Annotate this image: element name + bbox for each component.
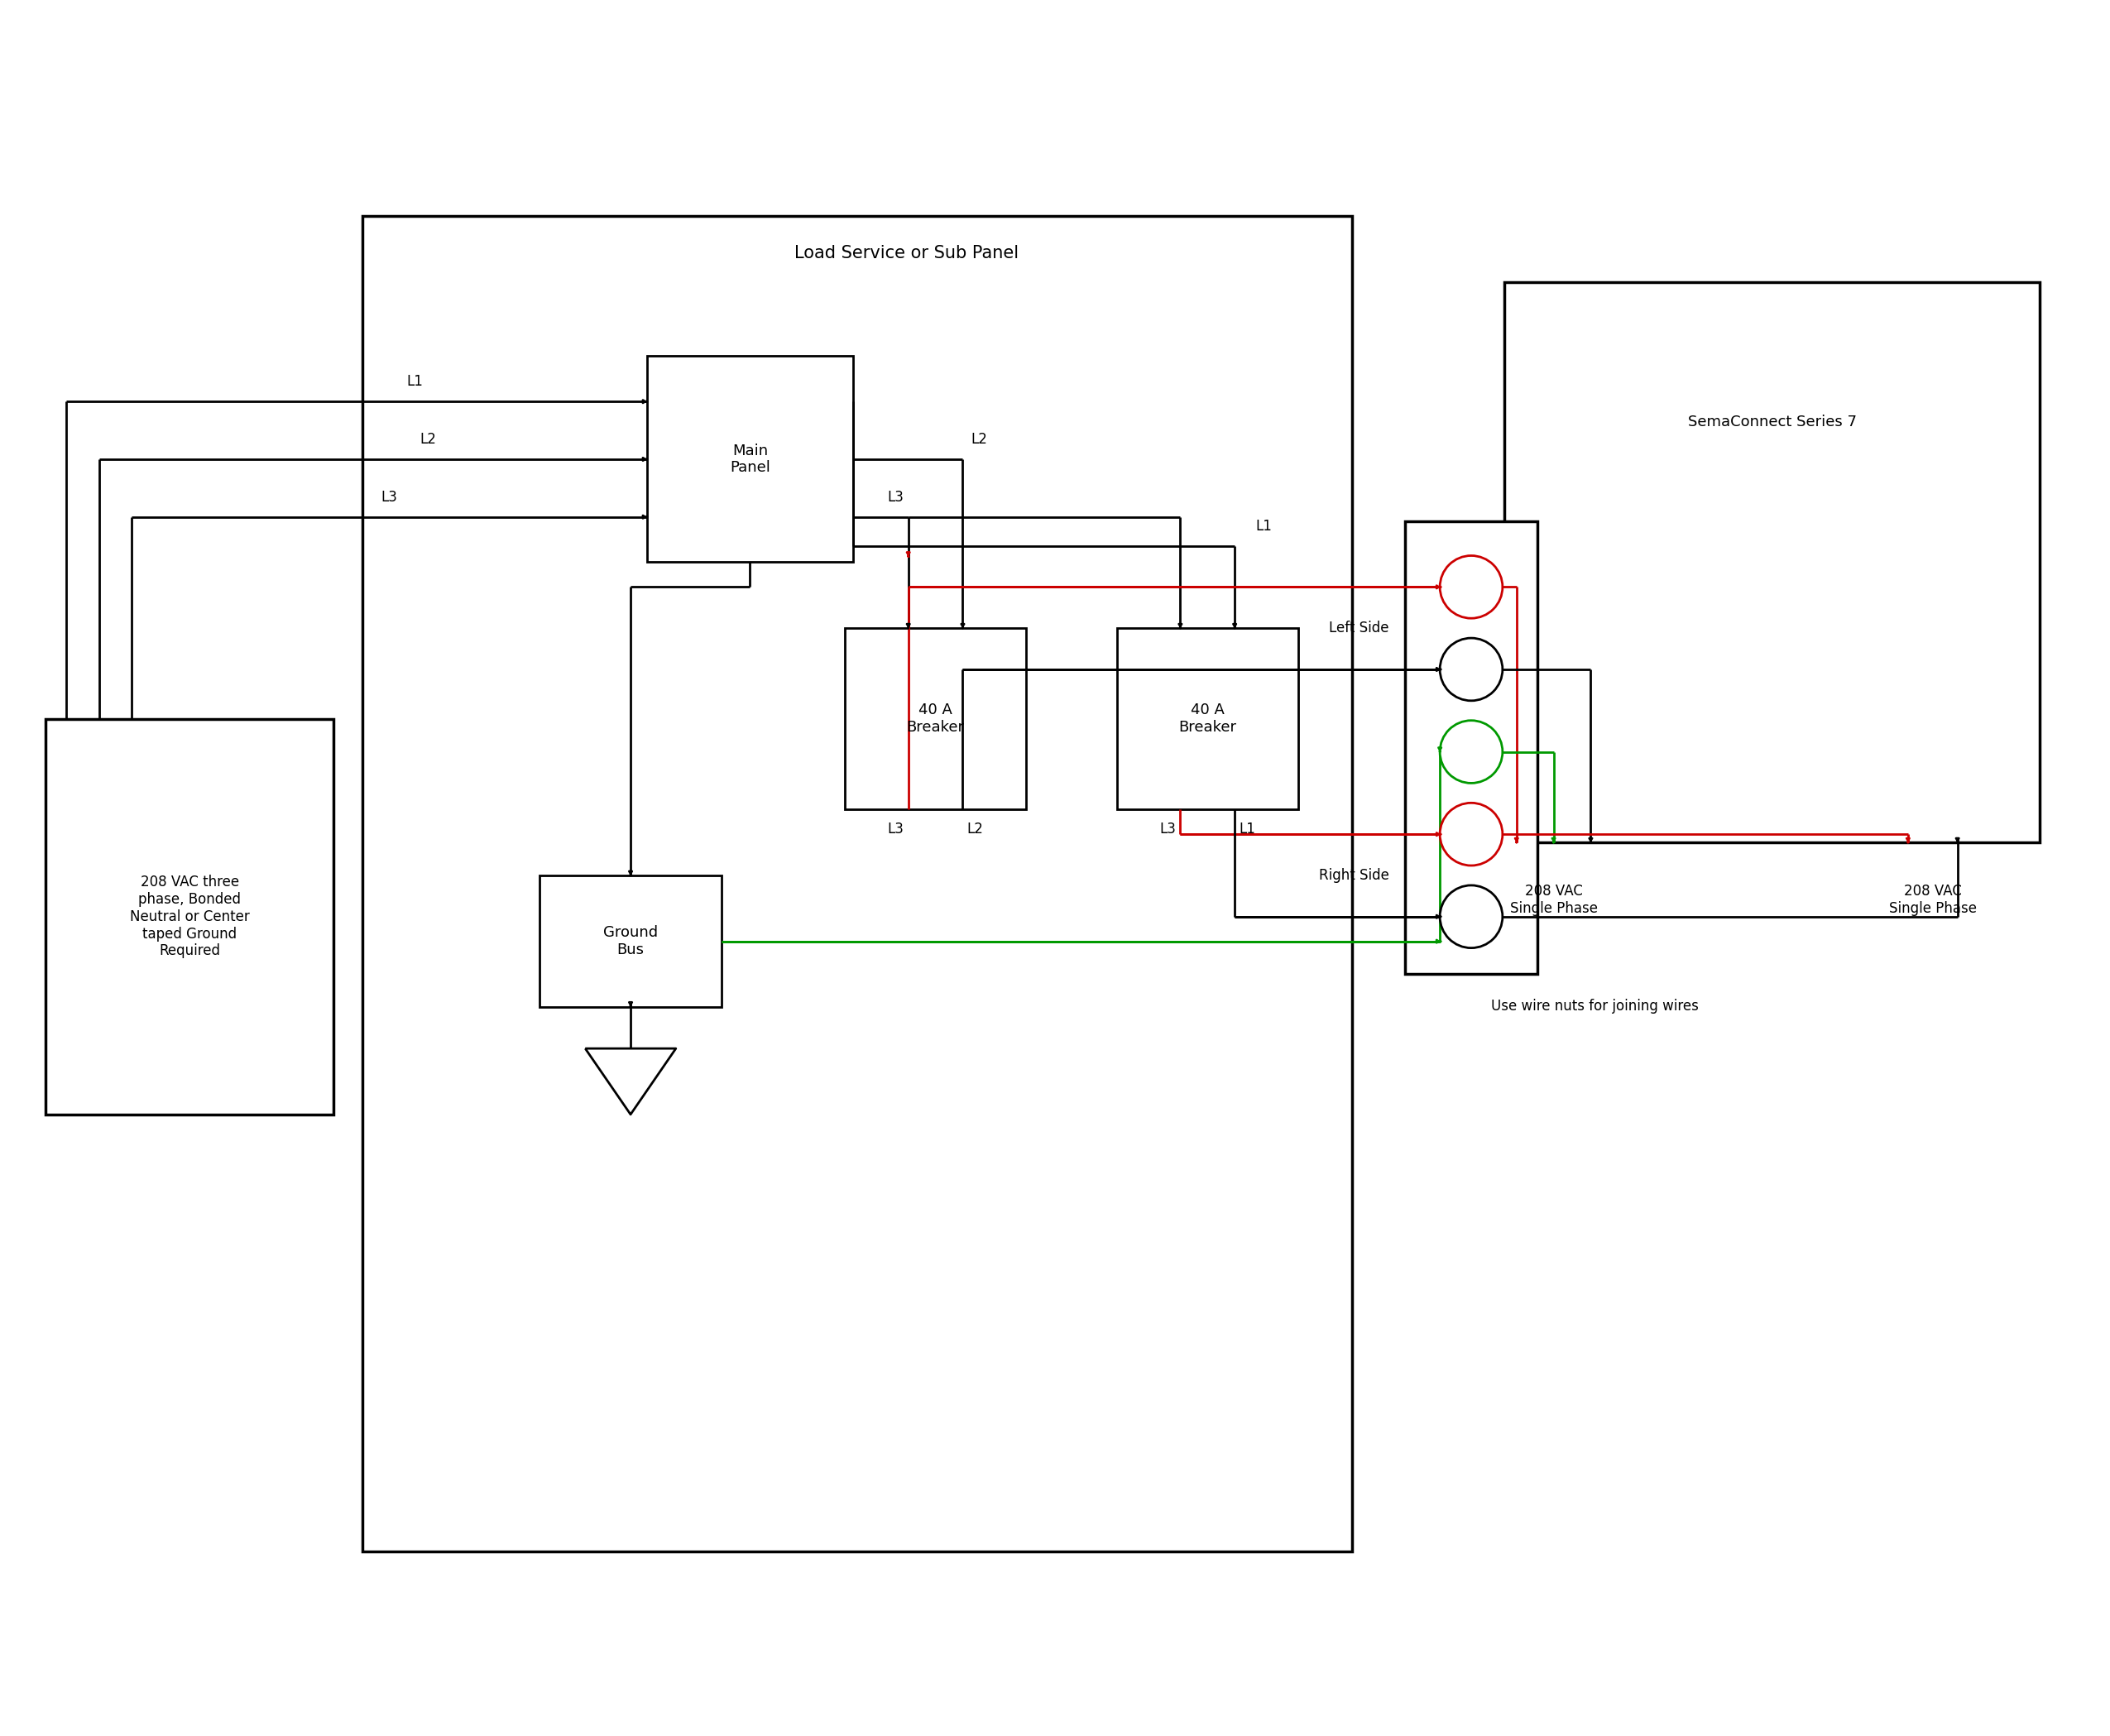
Text: Load Service or Sub Panel: Load Service or Sub Panel [795, 245, 1019, 262]
Text: 208 VAC
Single Phase: 208 VAC Single Phase [1511, 884, 1597, 917]
Text: Left Side: Left Side [1329, 621, 1388, 635]
Text: 40 A
Breaker: 40 A Breaker [1179, 703, 1236, 734]
Circle shape [1439, 556, 1502, 618]
Circle shape [1439, 720, 1502, 783]
Text: L2: L2 [971, 432, 987, 446]
Text: 208 VAC
Single Phase: 208 VAC Single Phase [1888, 884, 1977, 917]
Text: Ground
Bus: Ground Bus [603, 925, 658, 957]
Bar [844, 628, 1025, 809]
Circle shape [1439, 885, 1502, 948]
Text: 208 VAC three
phase, Bonded
Neutral or Center
taped Ground
Required: 208 VAC three phase, Bonded Neutral or C… [129, 875, 249, 958]
Text: L3: L3 [888, 821, 905, 837]
Text: L3: L3 [1160, 821, 1175, 837]
Text: 40 A
Breaker: 40 A Breaker [907, 703, 964, 734]
Text: L3: L3 [888, 490, 905, 505]
Text: L3: L3 [382, 490, 397, 505]
Text: Right Side: Right Side [1319, 868, 1388, 884]
Text: L1: L1 [1255, 519, 1272, 533]
Text: L1: L1 [407, 375, 422, 389]
Text: L2: L2 [420, 432, 437, 446]
Bar [648, 356, 852, 562]
Bar [540, 875, 722, 1007]
Circle shape [1439, 639, 1502, 701]
Text: Use wire nuts for joining wires: Use wire nuts for joining wires [1492, 998, 1699, 1014]
Text: Main
Panel: Main Panel [730, 443, 770, 476]
Circle shape [1439, 802, 1502, 866]
Text: L1: L1 [1239, 821, 1255, 837]
Bar [46, 719, 333, 1115]
Text: SemaConnect Series 7: SemaConnect Series 7 [1688, 415, 1857, 429]
Bar [1405, 521, 1538, 974]
Text: L2: L2 [966, 821, 983, 837]
Bar [363, 215, 1353, 1552]
Bar [1504, 281, 2040, 842]
Bar [1116, 628, 1298, 809]
